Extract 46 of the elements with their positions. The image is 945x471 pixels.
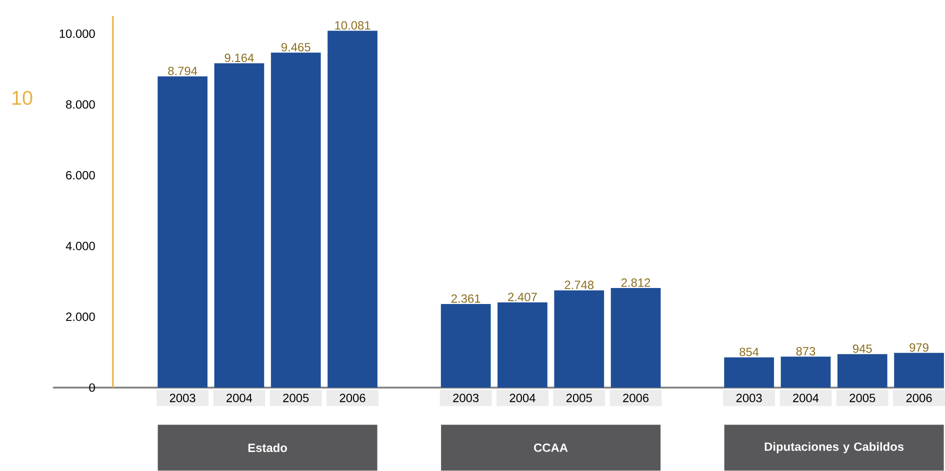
data-label: 2.812 [621,278,650,287]
data-label: 2.361 [451,294,480,303]
data-label: 945 [852,344,872,353]
bar [837,354,888,388]
bar [780,356,831,388]
data-label: 10.081 [335,20,370,30]
data-label: 2.748 [564,280,594,289]
bar [158,76,208,388]
y-tick-label: 4.000 [66,242,95,250]
x-tick-label: 2004 [510,394,536,402]
x-tick-label: 2004 [226,394,252,402]
bar [328,30,378,388]
y-tick-label: 10.000 [60,29,95,38]
bar [894,352,944,388]
text: CCAA [534,443,568,452]
y-tick-label: 8.000 [66,100,95,108]
bar [610,288,661,388]
x-tick-label: 2003 [453,394,479,402]
bar [724,357,774,388]
data-label: 9.465 [281,42,310,52]
x-tick-label: 2006 [623,394,649,402]
x-tick-label: 2005 [566,394,592,402]
data-label: 2.407 [508,292,537,301]
x-tick-label: 2003 [170,394,196,402]
x-tick-label: 2005 [283,394,309,402]
text: Diputaciones y Cabildos [764,442,904,454]
bar [214,63,264,388]
text: Estado [248,443,287,452]
y-tick-label: 6.000 [66,170,95,180]
bar [440,304,491,388]
data-label: 854 [740,347,759,356]
bar [270,52,321,388]
bar [554,290,604,388]
x-tick-label: 2006 [906,394,932,402]
x-tick-label: 2004 [793,394,819,402]
data-label: 9.164 [224,53,254,62]
text: 10 [12,90,32,105]
data-label: 873 [796,346,816,356]
data-label: 8.794 [168,66,198,75]
y-tick-label: 0 [89,383,95,392]
y-tick-label: 2.000 [66,312,95,321]
x-tick-label: 2005 [850,394,876,402]
data-label: 979 [910,343,928,352]
bar [498,302,548,388]
x-tick-label: 2006 [340,394,366,402]
x-tick-label: 2003 [736,394,762,402]
